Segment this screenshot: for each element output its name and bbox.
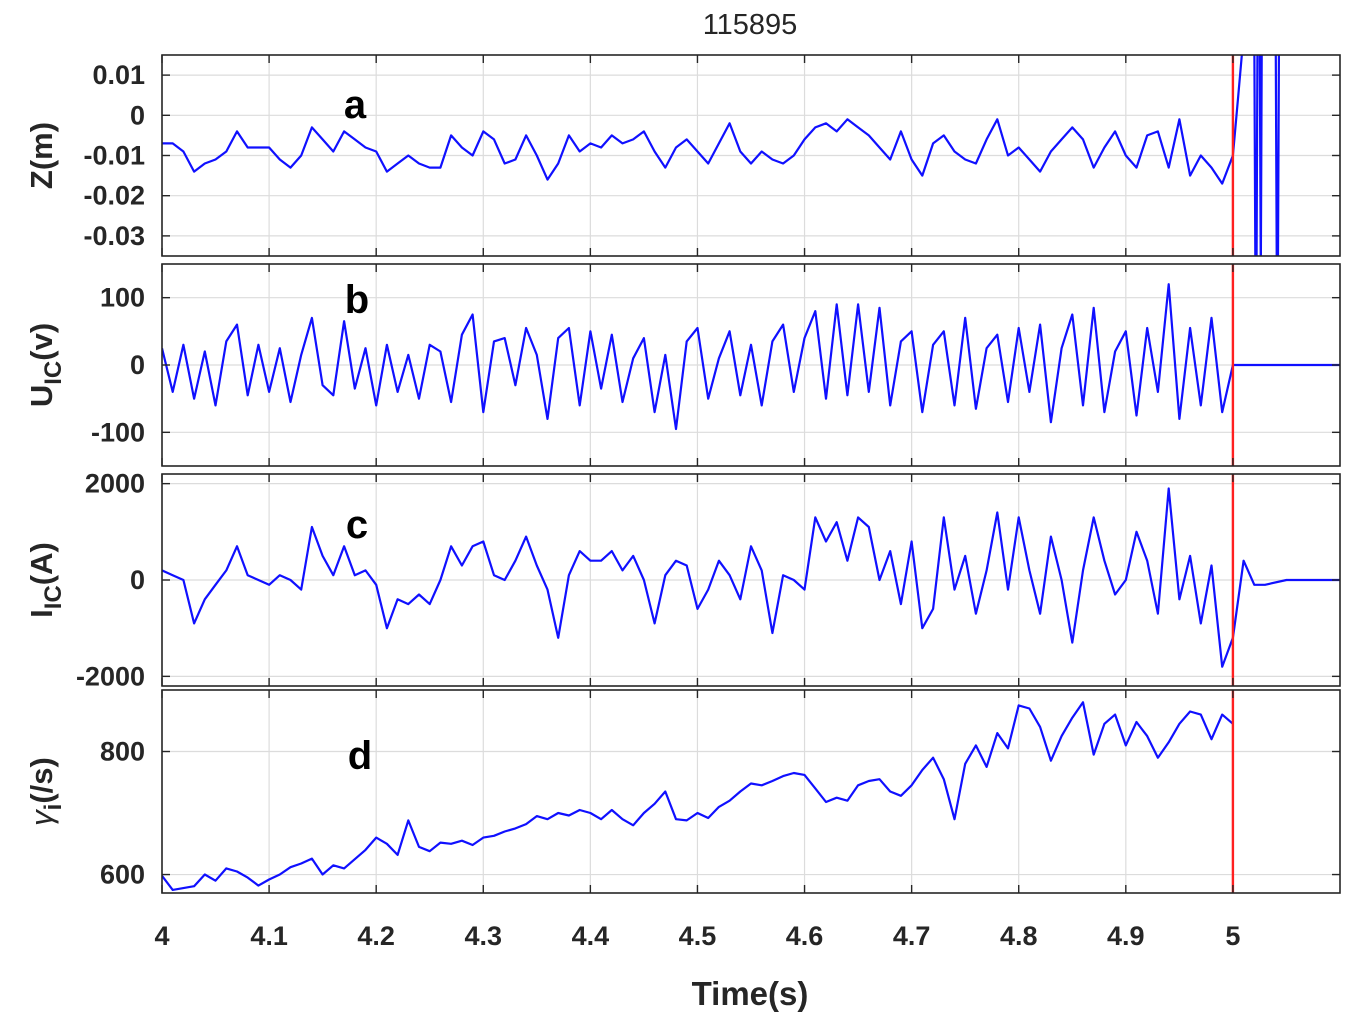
x-tick-label: 5 — [1225, 921, 1240, 951]
panel-d: 800 600 γi(/s) d — [24, 689, 1341, 894]
x-tick-label: 4.2 — [357, 921, 395, 951]
x-axis-label: Time(s) — [692, 975, 809, 1012]
x-tick-label: 4.8 — [1000, 921, 1038, 951]
y-label-main: Z(m) — [24, 122, 59, 189]
y-label-unit: (A) — [24, 542, 59, 585]
y-tick-label: -100 — [91, 417, 145, 447]
series-line-c — [162, 487, 1340, 668]
x-tick-label: 4.4 — [572, 921, 610, 951]
x-tick-labels: 4 4.1 4.2 4.3 4.4 4.5 4.6 4.7 4.8 4.9 5 — [154, 921, 1240, 951]
y-tick-label: -0.02 — [83, 181, 145, 211]
x-tick-label: 4.9 — [1107, 921, 1145, 951]
y-label-main: U — [24, 385, 59, 407]
y-tick-label: 0 — [130, 350, 145, 380]
x-tick-label: 4.7 — [893, 921, 931, 951]
series-line-b — [162, 283, 1340, 431]
series-line-a — [162, 55, 1281, 256]
y-label-sub: IC — [40, 361, 67, 385]
x-tick-label: 4.5 — [679, 921, 717, 951]
panel-label-b: b — [345, 278, 369, 322]
panels-group: 0.010-0.01-0.02-0.03Z(m)a1000-100UIC(v)b… — [24, 54, 1341, 894]
series-line-d — [162, 701, 1234, 892]
x-tick-label: 4.3 — [464, 921, 502, 951]
y-label-unit: (v) — [24, 323, 59, 361]
y-tick-label: 600 — [100, 860, 145, 890]
y-tick-label: 0.01 — [92, 60, 145, 90]
y-axis-label-c: IIC(A) — [24, 542, 67, 618]
y-label-sub: i — [40, 804, 67, 811]
y-tick-label: -0.01 — [83, 141, 145, 171]
x-tick-label: 4 — [154, 921, 169, 951]
panel-label-c: c — [346, 503, 368, 547]
y-tick-label: 0 — [130, 565, 145, 595]
y-tick-label: 800 — [100, 737, 145, 767]
panel-label-a: a — [344, 83, 367, 127]
y-tick-label: 0 — [130, 100, 145, 130]
y-tick-label: -2000 — [76, 661, 145, 691]
panel-c: 2000 0 -2000 IIC(A) c — [24, 469, 1341, 691]
y-label-main: I — [24, 609, 59, 618]
y-label-sub: IC — [40, 585, 67, 609]
panel-a: 0.01 0 -0.01 -0.02 -0.03 Z(m) a — [24, 54, 1341, 257]
x-tick-label: 4.1 — [250, 921, 288, 951]
y-axis-label-d: γi(/s) — [24, 757, 67, 826]
y-axis-label-b: UIC(v) — [24, 323, 67, 407]
chart-title: 115895 — [703, 9, 798, 41]
y-axis-label-a: Z(m) — [24, 122, 59, 189]
y-tick-label: 100 — [100, 283, 145, 313]
axes-frame-d — [161, 689, 1341, 894]
x-tick-label: 4.6 — [786, 921, 824, 951]
y-tick-label: 2000 — [85, 469, 145, 499]
panel-b: 100 0 -100 UIC(v) b — [24, 263, 1341, 467]
panel-label-d: d — [348, 734, 372, 778]
y-tick-label: -0.03 — [83, 221, 145, 251]
y-label-unit: (/s) — [24, 757, 59, 804]
y-label-main: γ — [24, 809, 59, 826]
